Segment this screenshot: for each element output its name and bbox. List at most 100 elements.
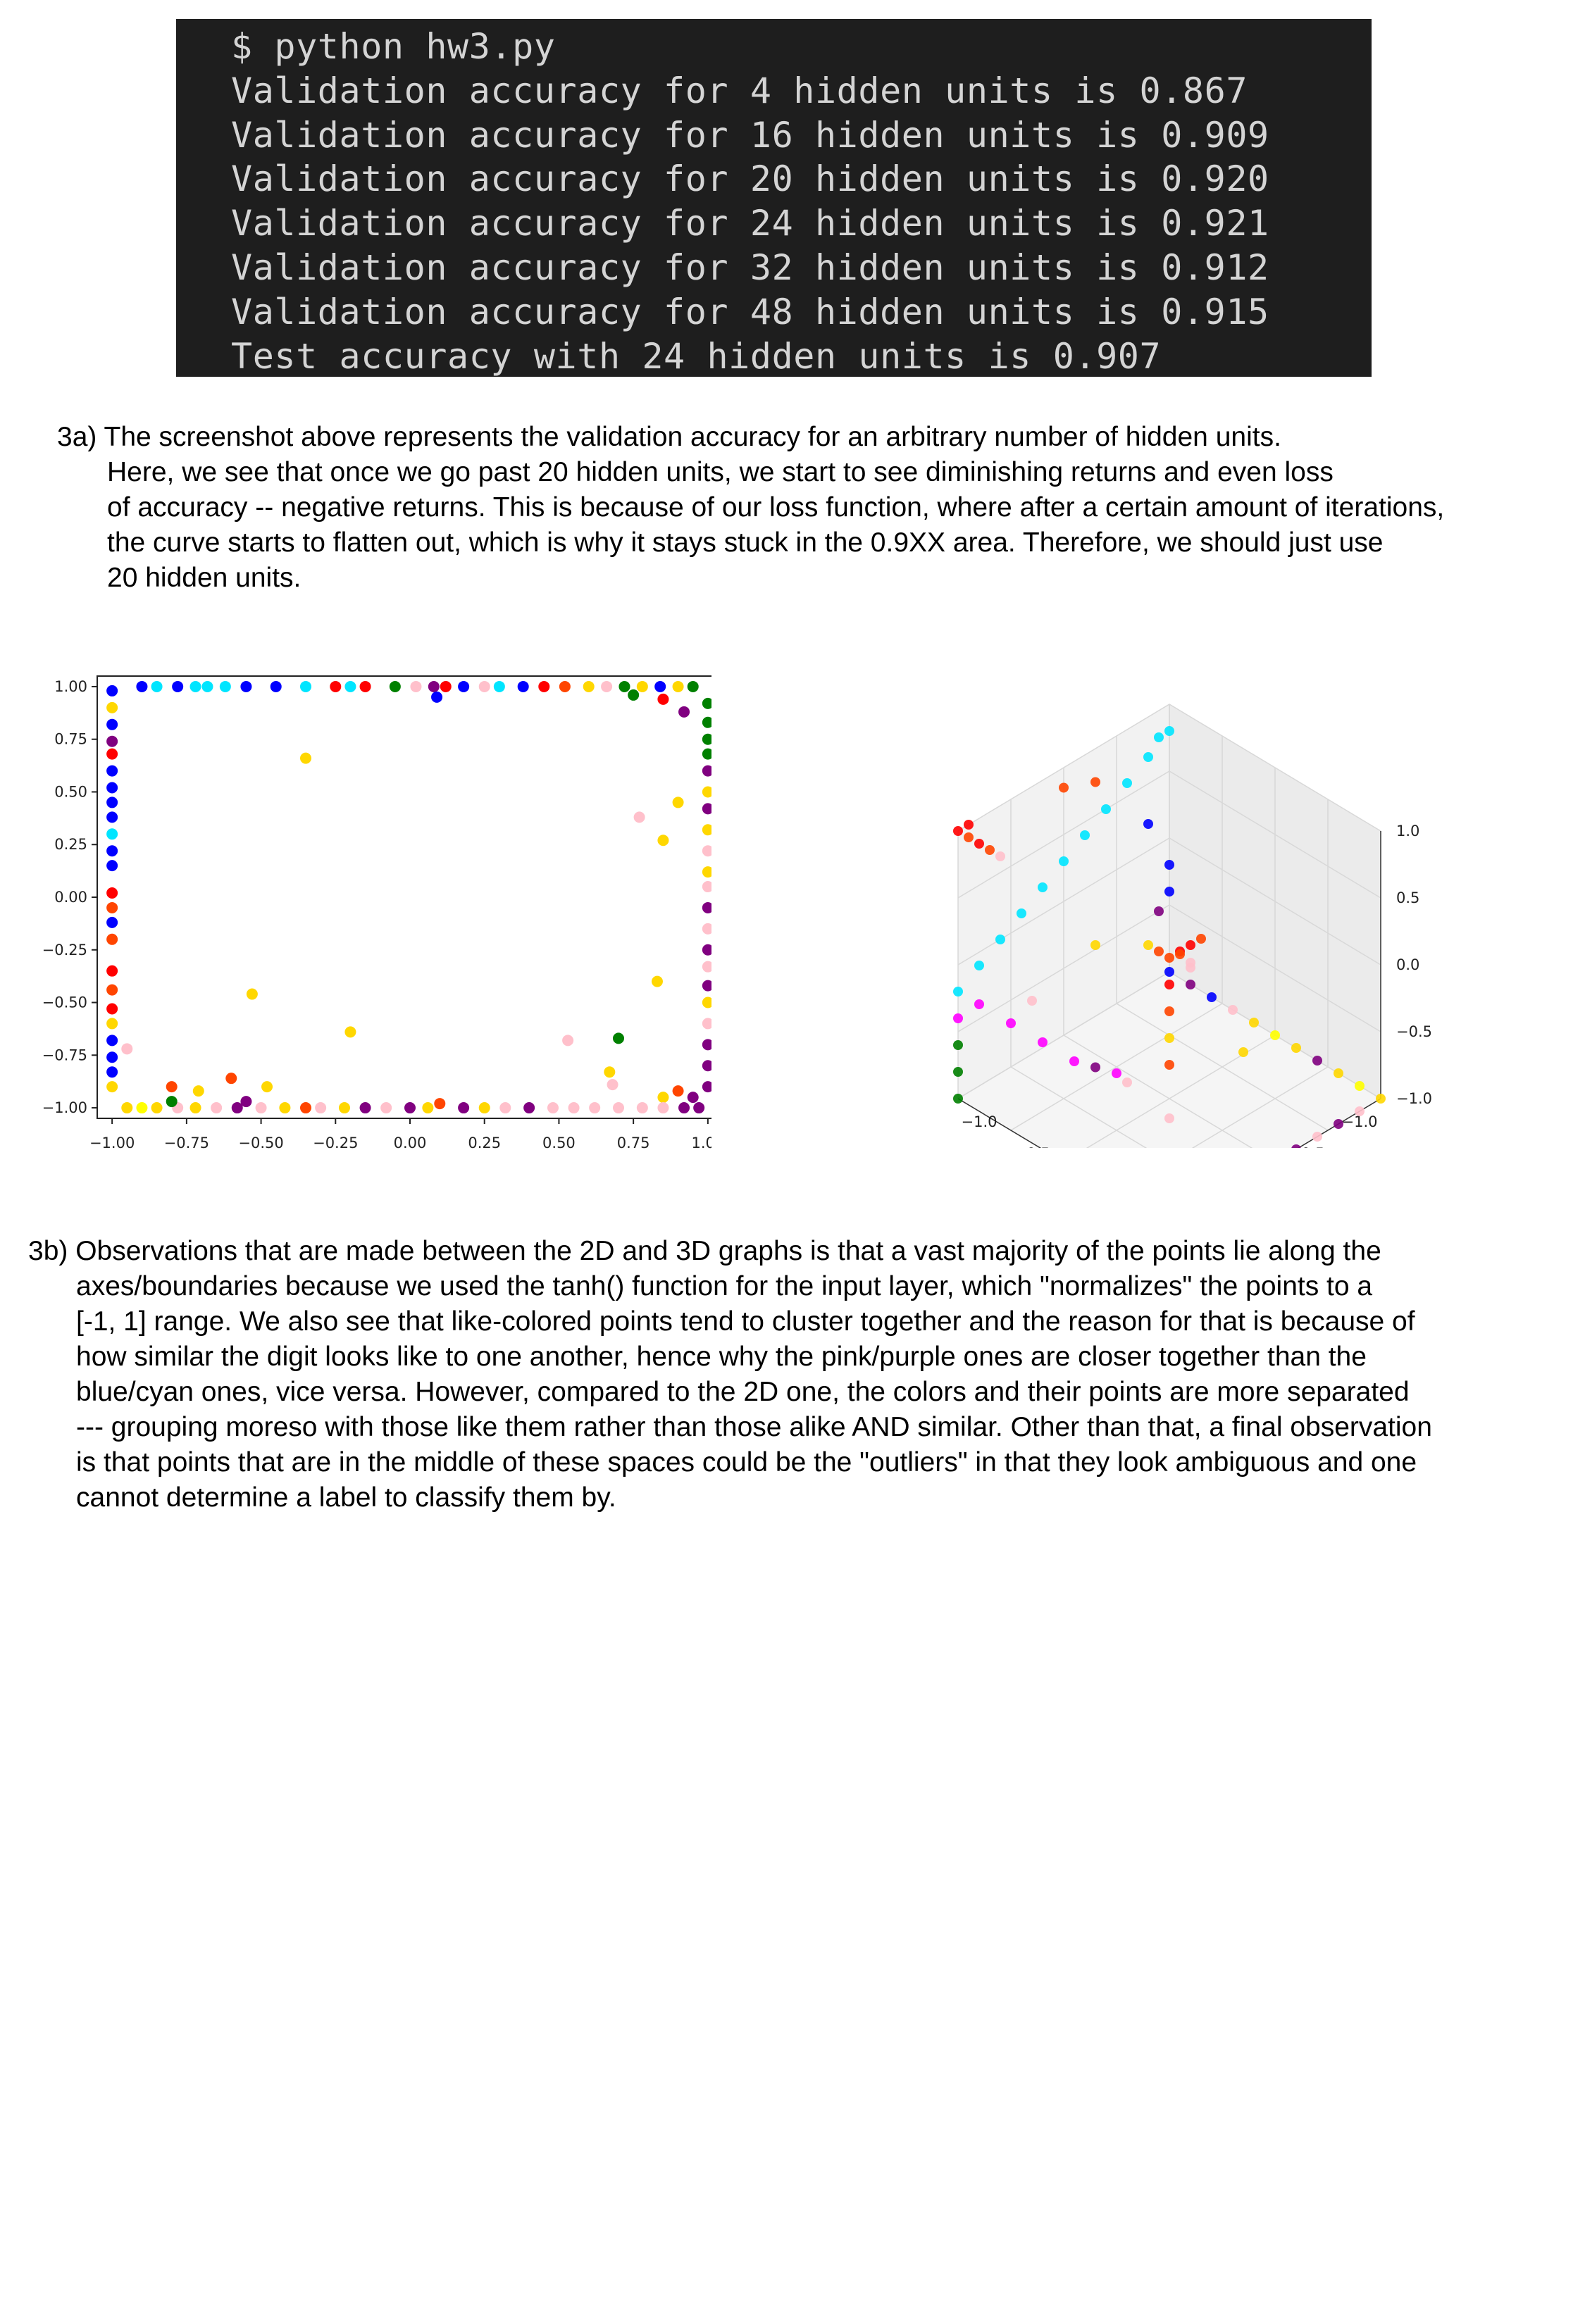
scatter-point [106,685,118,696]
scatter-point [702,786,711,798]
gridline [1169,704,1381,832]
scatter-point-3d [1038,882,1048,892]
scatter-point-3d [1312,1056,1322,1066]
scatter-point [431,691,443,703]
gridline [1169,837,1381,966]
scatter-point-3d [995,851,1005,861]
scatter-point [300,1102,311,1114]
scatter-point-3d [1143,940,1153,950]
scatter-point-3d [953,1040,963,1050]
scatter-point-3d [1164,860,1174,870]
y-tick-label: 0.75 [54,731,87,748]
x-tick-label: −0.50 [238,1135,283,1151]
scatter-point-3d [953,1067,963,1077]
scatter-point [106,1018,118,1030]
z-tick-label: −1.0 [1396,1090,1432,1107]
scatter-point-3d [1069,1056,1079,1066]
scatter-point [517,680,529,692]
x-tick-label: −1.00 [89,1135,135,1151]
scatter-point [192,1085,204,1097]
scatter-point [702,765,711,777]
scatter-point [151,680,163,692]
scatter-point-3d [1112,1068,1121,1078]
z-tick-label: 0.0 [1396,956,1419,973]
scatter-point [657,1102,669,1114]
scatter-point [583,680,595,692]
answer-line: Here, we see that once we go past 20 hid… [107,457,1334,487]
scatter-point [344,1026,356,1038]
scatter-point [422,1102,434,1114]
scatter-point [523,1102,535,1114]
scatter-point-3d [1154,906,1164,916]
scatter-point [604,1066,616,1078]
answer-line: the curve starts to flatten out, which i… [107,527,1384,558]
scatter-point [106,765,118,777]
scatter-point [211,1102,223,1114]
answer-line: [-1, 1] range. We also see that like-col… [76,1306,1415,1337]
scatter-point-3d [1038,1037,1048,1047]
scatter-point [613,1032,624,1044]
x-tick-label: 1.00 [691,1135,711,1151]
terminal-screenshot: $ python hw3.py Validation accuracy for … [176,19,1372,377]
y-tick-label: −0.25 [42,942,87,958]
scatter-point [380,1102,392,1114]
scatter-point-3d [1017,908,1026,918]
y-tick-label: −0.5 [1014,1145,1050,1148]
scatter-point [702,845,711,857]
gridline [1010,1066,1148,1148]
scatter-points-3d [953,726,1386,1148]
plot-area [97,675,711,1119]
scatter-point [330,680,342,692]
answer-line: blue/cyan ones, vice versa. However, com… [76,1377,1410,1407]
scatter-point [678,706,690,718]
scatter-point [672,796,684,808]
scatter-point-3d [1291,1144,1301,1148]
scatter-point [702,1060,711,1072]
scatter-point [657,1092,669,1104]
y-tick-label: −1.00 [42,1099,87,1116]
scatter-point-3d [1164,1033,1174,1043]
scatter-point-3d [1164,980,1174,989]
scatter-point [106,887,118,899]
scatter-point [106,735,118,747]
scatter-point-3d [1238,1047,1248,1057]
scatter-point [106,860,118,872]
answer-line: 3b) Observations that are made between t… [28,1236,1381,1266]
scatter-plot-3d: −1.0−0.50.00.51.0−1.0−0.50.00.51.01.00.5… [953,704,1432,1148]
scatter-point [478,1102,490,1114]
scatter-point [279,1102,291,1114]
x-tick-label: −0.75 [164,1135,209,1151]
scatter-point [702,716,711,728]
scatter-point-3d [1175,949,1185,959]
scatter-point-3d [1270,1030,1280,1040]
scatter-point [219,680,231,692]
scatter-plot-2d: −1.00 −0.75 −0.50 −0.25 0.00 0.25 0.50 0.75 1.00… [42,675,711,1151]
scatter-point-3d [1101,804,1111,814]
y-axis [957,1098,1042,1148]
scatter-point [613,1102,624,1114]
scatter-point [651,975,663,987]
scatter-point [231,1102,243,1114]
scatter-point [189,680,201,692]
scatter-points [106,680,711,1114]
scatter-point [338,1102,350,1114]
y-tick-label: 1.00 [54,678,87,695]
scatter-point-3d [985,845,995,855]
scatter-point-3d [953,1013,963,1023]
scatter-point-3d [1164,1006,1174,1016]
scatter-point [619,680,630,692]
scatter-point-3d [1164,726,1174,736]
scatter-point [562,1035,574,1047]
scatter-point [636,1102,648,1114]
z-tick-label: 0.5 [1396,889,1419,906]
scatter-point [440,680,452,692]
scatter-point-3d [1006,1018,1016,1028]
scatter-point [106,1081,118,1093]
scatter-point [300,752,311,764]
scatter-point-3d [1090,777,1100,787]
answer-3b-paragraph: 3b) Observations that are made between t… [28,1234,1543,1516]
scatter-point [106,701,118,713]
scatter-point-3d [995,935,1005,944]
scatter-point-3d [1334,1068,1343,1078]
scatter-point [702,961,711,973]
